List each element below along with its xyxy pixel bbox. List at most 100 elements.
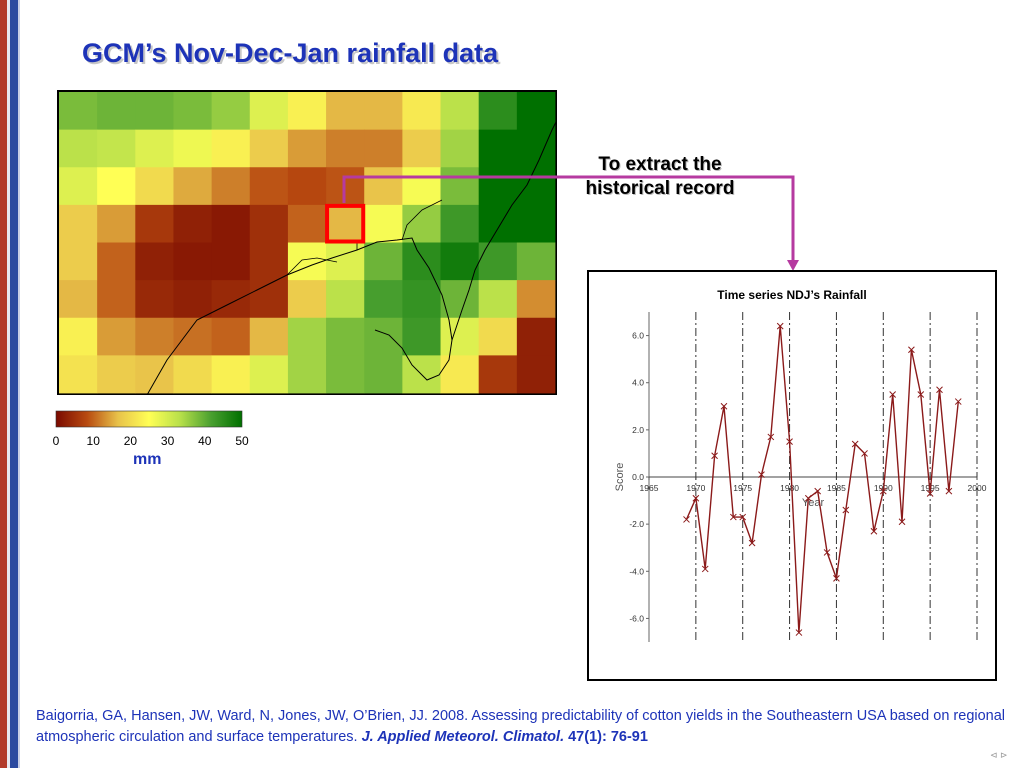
border-stripe-light bbox=[7, 0, 10, 768]
heatmap-cell bbox=[135, 317, 174, 356]
border-stripe-pale bbox=[18, 0, 20, 768]
heatmap-cell bbox=[478, 129, 518, 168]
heatmap-cell bbox=[364, 280, 403, 319]
heatmap-cell bbox=[326, 317, 365, 356]
heatmap-cell bbox=[440, 129, 480, 168]
chart-title: Time series NDJ’s Rainfall bbox=[717, 288, 867, 302]
heatmap-cell bbox=[135, 92, 174, 131]
heatmap-cell bbox=[364, 167, 403, 206]
heatmap-cell bbox=[135, 129, 174, 168]
heatmap-cell bbox=[173, 355, 213, 394]
heatmap-cell bbox=[249, 129, 289, 168]
heatmap-cell bbox=[478, 355, 518, 394]
callout-line-1: To extract the bbox=[598, 154, 722, 175]
heatmap-cell bbox=[249, 317, 289, 356]
series-point-marker bbox=[711, 452, 718, 460]
heatmap-cell bbox=[326, 204, 365, 243]
heatmap-cell bbox=[135, 355, 174, 394]
heatmap-cell bbox=[402, 92, 441, 131]
heatmap-cell bbox=[249, 92, 289, 131]
heatmap-cell bbox=[287, 204, 327, 243]
heatmap-cell bbox=[97, 92, 136, 131]
y-tick-label: -6.0 bbox=[629, 613, 644, 623]
heatmap-cell bbox=[135, 167, 174, 206]
heatmap-cell bbox=[440, 167, 480, 206]
slide-left-border bbox=[0, 0, 22, 768]
heatmap-cell bbox=[59, 317, 98, 356]
y-tick-label: -2.0 bbox=[629, 519, 644, 529]
heatmap-cell bbox=[59, 129, 98, 168]
series-point-marker bbox=[898, 518, 906, 526]
heatmap-cell bbox=[516, 167, 556, 206]
y-tick-label: 4.0 bbox=[632, 378, 644, 388]
x-tick-label: 1975 bbox=[733, 483, 752, 493]
heatmap-cell bbox=[135, 204, 174, 243]
heatmap-cell bbox=[516, 204, 556, 243]
heatmap-cell bbox=[364, 242, 403, 281]
y-axis-label: Score bbox=[614, 463, 626, 492]
callout-text: To extract the historical record bbox=[560, 153, 760, 201]
heatmap-cell bbox=[516, 92, 556, 131]
series-point-marker bbox=[720, 402, 728, 410]
heatmap-cell bbox=[402, 129, 441, 168]
colorbar-tick-label: 10 bbox=[87, 434, 101, 448]
heatmap-cell bbox=[59, 280, 98, 319]
heatmap-cell bbox=[211, 129, 251, 168]
colorbar-unit-label: mm bbox=[133, 451, 162, 468]
heatmap-cell bbox=[326, 167, 365, 206]
series-point-marker bbox=[748, 539, 756, 547]
heatmap-cell bbox=[97, 242, 136, 281]
colorbar-tick-label: 0 bbox=[53, 434, 60, 448]
series-point-marker bbox=[954, 398, 962, 405]
series-point-marker bbox=[823, 549, 831, 556]
heatmap-cell bbox=[59, 242, 98, 281]
heatmap-cell bbox=[249, 355, 289, 394]
heatmap-cell bbox=[326, 242, 365, 281]
heatmap-cell bbox=[59, 92, 98, 131]
series-point-marker bbox=[776, 322, 784, 330]
y-tick-label: 0.0 bbox=[632, 472, 644, 482]
series-point-marker bbox=[786, 438, 793, 445]
heatmap-cell bbox=[516, 317, 556, 356]
series-point-marker bbox=[861, 450, 868, 457]
series-point-marker bbox=[833, 575, 840, 582]
colorbar-tick-label: 50 bbox=[235, 434, 249, 448]
heatmap-cell bbox=[364, 355, 403, 394]
citation-journal: J. Applied Meteorol. Climatol. bbox=[361, 729, 565, 745]
heatmap-cell bbox=[478, 204, 518, 243]
series-point-marker bbox=[758, 471, 765, 478]
heatmap-cell bbox=[287, 167, 327, 206]
citation-volume: 47(1): 76-91 bbox=[564, 729, 648, 745]
heatmap-cell bbox=[440, 280, 480, 319]
heatmap-cell bbox=[440, 317, 480, 356]
heatmap-cell bbox=[211, 280, 251, 319]
heatmap-cell bbox=[135, 242, 174, 281]
slide-nav-icons[interactable]: ⊲ ⊳ bbox=[990, 750, 1008, 760]
heatmap-cell bbox=[326, 355, 365, 394]
series-point-marker bbox=[936, 386, 943, 394]
colorbar-tick-label: 40 bbox=[198, 434, 212, 448]
heatmap-cell bbox=[440, 355, 480, 394]
colorbar-tick-label: 30 bbox=[161, 434, 175, 448]
heatmap-cell bbox=[135, 280, 174, 319]
heatmap-cell bbox=[173, 280, 213, 319]
heatmap-cell bbox=[97, 167, 136, 206]
series-point-marker bbox=[879, 487, 887, 495]
border-stripe-blue bbox=[10, 0, 18, 768]
series-line bbox=[685, 326, 959, 633]
x-tick-label: 2000 bbox=[968, 483, 987, 493]
callout-line-2: historical record bbox=[585, 178, 735, 199]
heatmap-cell bbox=[97, 317, 136, 356]
series-point-marker bbox=[945, 487, 953, 495]
heatmap-cell bbox=[478, 317, 518, 356]
heatmap-cell bbox=[211, 355, 251, 394]
series-point-marker bbox=[842, 506, 850, 514]
heatmap-cell bbox=[173, 242, 213, 281]
heatmap-cell bbox=[402, 167, 441, 206]
x-tick-label: 1985 bbox=[827, 483, 846, 493]
heatmap-cell bbox=[249, 204, 289, 243]
heatmap-cell bbox=[440, 204, 480, 243]
heatmap-cell bbox=[249, 280, 289, 319]
heatmap-cell bbox=[287, 280, 327, 319]
series-point-marker bbox=[889, 391, 897, 398]
